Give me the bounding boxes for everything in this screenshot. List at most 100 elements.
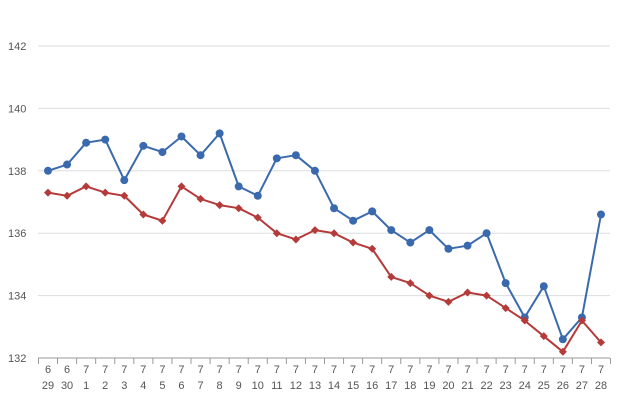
data-point [44,188,52,197]
data-point [120,191,129,200]
data-point [234,204,243,213]
data-point [291,235,300,244]
data-point [482,291,491,300]
data-point [139,141,148,150]
series-group [44,129,605,356]
data-point [234,182,243,191]
data-point [444,297,453,306]
x-tick-day: 9 [236,380,242,392]
data-point [387,272,396,281]
x-tick-day: 8 [217,380,223,392]
data-point [558,347,567,356]
data-point [463,288,472,297]
x-tick-day: 27 [576,380,588,392]
x-tick-month: 7 [484,364,490,376]
x-tick-month: 7 [312,364,318,376]
data-point [177,132,186,141]
data-point [82,182,91,191]
data-point [444,244,453,253]
y-tick-label: 134 [8,291,26,303]
data-point [368,207,377,216]
x-tick-day: 12 [290,380,302,392]
data-point [310,226,319,235]
x-tick-day: 28 [595,380,607,392]
data-point [463,241,472,250]
x-tick-day: 24 [519,380,531,392]
x-tick-month: 7 [579,364,585,376]
x-tick-month: 7 [369,364,375,376]
data-point [406,238,415,247]
data-point [139,210,148,219]
x-tick-month: 7 [83,364,89,376]
x-tick-month: 7 [331,364,337,376]
x-tick-month: 7 [197,364,203,376]
data-point [597,338,605,347]
x-tick-month: 7 [388,364,394,376]
x-tick-month: 7 [236,364,242,376]
data-point [196,194,205,203]
x-tick-day: 6 [178,380,184,392]
data-point [558,335,567,344]
x-tick-month: 7 [598,364,604,376]
y-tick-label: 142 [8,41,26,53]
data-point [539,332,548,341]
x-tick-month: 7 [178,364,184,376]
data-point [177,182,186,191]
x-tick-month: 7 [217,364,223,376]
x-tick-month: 6 [64,364,70,376]
data-point [368,244,377,253]
x-tick-month: 7 [541,364,547,376]
x-tick-day: 10 [252,380,264,392]
data-point [44,166,52,175]
x-tick-month: 7 [102,364,108,376]
x-tick-day: 19 [423,380,435,392]
data-point [215,201,224,210]
x-tick-day: 11 [271,380,282,392]
x-tick-day: 1 [83,380,89,392]
data-point [310,166,319,175]
series-1 [44,129,605,344]
x-tick-day: 13 [309,380,321,392]
grid-lines [38,45,610,297]
data-point [272,229,281,238]
x-tick-month: 7 [255,364,261,376]
data-point [539,282,548,291]
x-tick-day: 20 [442,380,454,392]
x-tick-month: 7 [293,364,299,376]
x-tick-month: 7 [503,364,509,376]
data-point [349,238,358,247]
data-point [425,291,434,300]
y-tick-label: 140 [8,103,26,115]
series-2 [44,182,605,356]
x-tick-day: 17 [385,380,397,392]
data-point [425,226,434,235]
data-point [253,191,262,200]
data-point [330,204,339,213]
data-point [196,151,205,160]
y-tick-label: 132 [8,353,26,365]
data-point [63,160,72,169]
y-tick-label: 138 [8,166,26,178]
data-point [577,316,586,325]
x-tick-day: 3 [121,380,127,392]
x-tick-day: 2 [102,380,108,392]
x-tick-month: 7 [350,364,356,376]
y-axis-tick-labels: 132 134 136 138 140 142 [8,41,26,365]
data-point [63,191,72,200]
series-2-line [47,185,602,353]
series-1-line [47,132,602,341]
data-point [158,148,167,157]
data-point [82,138,91,147]
x-tick-day: 25 [538,380,550,392]
x-tick-day: 15 [347,380,359,392]
data-point [501,304,510,313]
data-point [158,216,167,225]
data-point [406,279,415,288]
x-tick-day: 18 [404,380,416,392]
data-point [253,213,262,222]
x-tick-day: 5 [159,380,165,392]
data-point [520,316,529,325]
x-tick-month: 7 [274,364,280,376]
data-point [215,129,224,138]
data-point [330,229,339,238]
